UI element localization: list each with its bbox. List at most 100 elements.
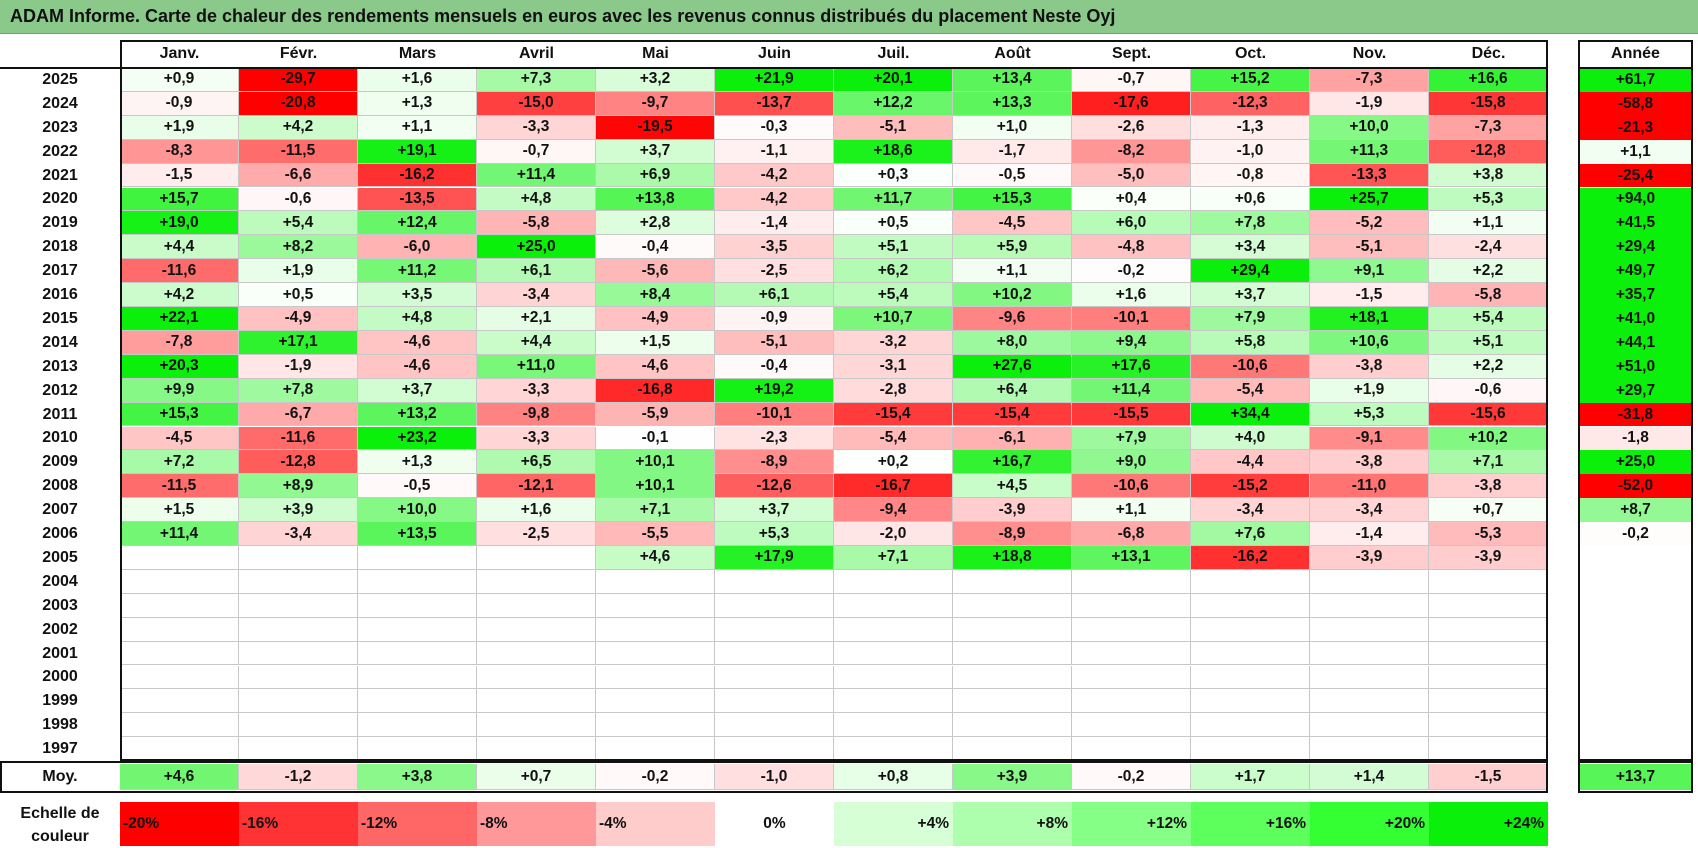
heatmap-cell: +16,6 [1429, 68, 1548, 92]
heatmap-cell: +1,1 [1072, 498, 1191, 523]
heatmap-cell [596, 593, 715, 618]
heatmap-cell: +10,6 [1310, 330, 1429, 355]
heatmap-cell: +4,0 [1191, 426, 1310, 451]
heatmap-cell [1072, 617, 1191, 642]
heatmap-cell [120, 737, 239, 762]
heatmap-cell: +8,0 [953, 330, 1072, 355]
heatmap-cell: -5,0 [1072, 163, 1191, 188]
heatmap-cell [834, 713, 953, 738]
annual-cell [1578, 665, 1693, 690]
heatmap-cell: -0,7 [477, 139, 596, 164]
heatmap-cell [477, 713, 596, 738]
heatmap-cell [358, 665, 477, 690]
heatmap-cell: +0,2 [834, 450, 953, 475]
heatmap-cell [1429, 737, 1548, 762]
heatmap-cell [1310, 569, 1429, 594]
heatmap-cell: +1,6 [1072, 283, 1191, 307]
heatmap-cell: -7,3 [1310, 68, 1429, 92]
heatmap-cell: -0,5 [953, 163, 1072, 188]
heatmap-cell: +5,3 [715, 522, 834, 546]
heatmap-cell: -15,0 [477, 91, 596, 116]
heatmap-cell: +15,2 [1191, 68, 1310, 92]
heatmap-cell: -20,8 [239, 91, 358, 116]
color-scale-step: -20% [120, 802, 239, 846]
heatmap-cell: +1,9 [1310, 378, 1429, 403]
heatmap-cell: -1,0 [1191, 139, 1310, 164]
year-label: 2016 [42, 286, 78, 304]
heatmap-cell: +10,7 [834, 307, 953, 331]
heatmap-cell: -13,5 [358, 187, 477, 212]
heatmap-cell [358, 593, 477, 618]
heatmap-cell: +10,1 [596, 450, 715, 475]
heatmap-cell: -12,3 [1191, 91, 1310, 116]
heatmap-cell: -12,6 [715, 474, 834, 499]
heatmap-cell: -7,3 [1429, 115, 1548, 140]
heatmap-cell [953, 569, 1072, 594]
heatmap-cell [358, 569, 477, 594]
heatmap-cell: -3,1 [834, 354, 953, 379]
heatmap-cell: -9,6 [953, 307, 1072, 331]
heatmap-cell [239, 665, 358, 690]
month-header: Oct. [1234, 45, 1267, 62]
heatmap-cell [596, 617, 715, 642]
heatmap-cell: +25,7 [1310, 187, 1429, 212]
heatmap-cell: +11,0 [477, 354, 596, 379]
heatmap-cell [596, 737, 715, 762]
heatmap-cell: -0,7 [1072, 68, 1191, 92]
heatmap-cell: +3,5 [358, 283, 477, 307]
heatmap-cell: +6,9 [596, 163, 715, 188]
heatmap-cell: +13,5 [358, 522, 477, 546]
heatmap-cell [120, 546, 239, 570]
heatmap-cell [715, 617, 834, 642]
average-cell: -0,2 [596, 764, 715, 790]
heatmap-cell: -0,2 [1072, 259, 1191, 284]
heatmap-cell [1310, 737, 1429, 762]
heatmap-cell: -1,4 [1310, 522, 1429, 546]
annual-cell: +25,0 [1578, 450, 1693, 475]
heatmap-cell [953, 641, 1072, 666]
annual-cell: +29,4 [1578, 235, 1693, 260]
heatmap-cell: +5,1 [834, 235, 953, 260]
heatmap-cell: +5,4 [239, 211, 358, 236]
heatmap-cell [239, 713, 358, 738]
heatmap-cell: +5,1 [1429, 330, 1548, 355]
heatmap-cell [1191, 737, 1310, 762]
heatmap-cell: +15,3 [953, 187, 1072, 212]
heatmap-cell: +11,4 [477, 163, 596, 188]
average-cell: -1,2 [239, 764, 358, 790]
heatmap-cell [715, 641, 834, 666]
heatmap-cell: -10,6 [1072, 474, 1191, 499]
month-header: Déc. [1471, 45, 1506, 62]
color-scale-step: +16% [1191, 802, 1310, 846]
color-scale-step: +24% [1429, 802, 1548, 846]
year-label: 2015 [42, 309, 78, 327]
heatmap-cell [834, 689, 953, 714]
year-label: 2021 [42, 166, 78, 184]
heatmap-cell: -4,9 [596, 307, 715, 331]
heatmap-cell [120, 713, 239, 738]
year-label: 2014 [42, 333, 78, 351]
heatmap-cell: +1,3 [358, 450, 477, 475]
heatmap-cell: -2,8 [834, 378, 953, 403]
heatmap-cell [834, 737, 953, 762]
heatmap-cell: +7,1 [596, 498, 715, 523]
heatmap-cell: -12,8 [1429, 139, 1548, 164]
heatmap-cell: +5,9 [953, 235, 1072, 260]
heatmap-cell [1310, 665, 1429, 690]
heatmap-cell: -2,0 [834, 522, 953, 546]
heatmap-cell [120, 569, 239, 594]
heatmap-cell: +18,1 [1310, 307, 1429, 331]
heatmap-cell: +7,1 [1429, 450, 1548, 475]
heatmap-cell: +5,8 [1191, 330, 1310, 355]
heatmap-cell: -6,8 [1072, 522, 1191, 546]
heatmap-cell [1191, 641, 1310, 666]
heatmap-cell: -5,1 [715, 330, 834, 355]
heatmap-cell [1429, 617, 1548, 642]
color-scale-step: 0% [715, 802, 834, 846]
heatmap-cell [1072, 665, 1191, 690]
heatmap-cell [1191, 593, 1310, 618]
annual-cell: +51,0 [1578, 354, 1693, 379]
heatmap-cell: +1,1 [358, 115, 477, 140]
heatmap-cell: -11,5 [120, 474, 239, 499]
heatmap-cell: -19,5 [596, 115, 715, 140]
